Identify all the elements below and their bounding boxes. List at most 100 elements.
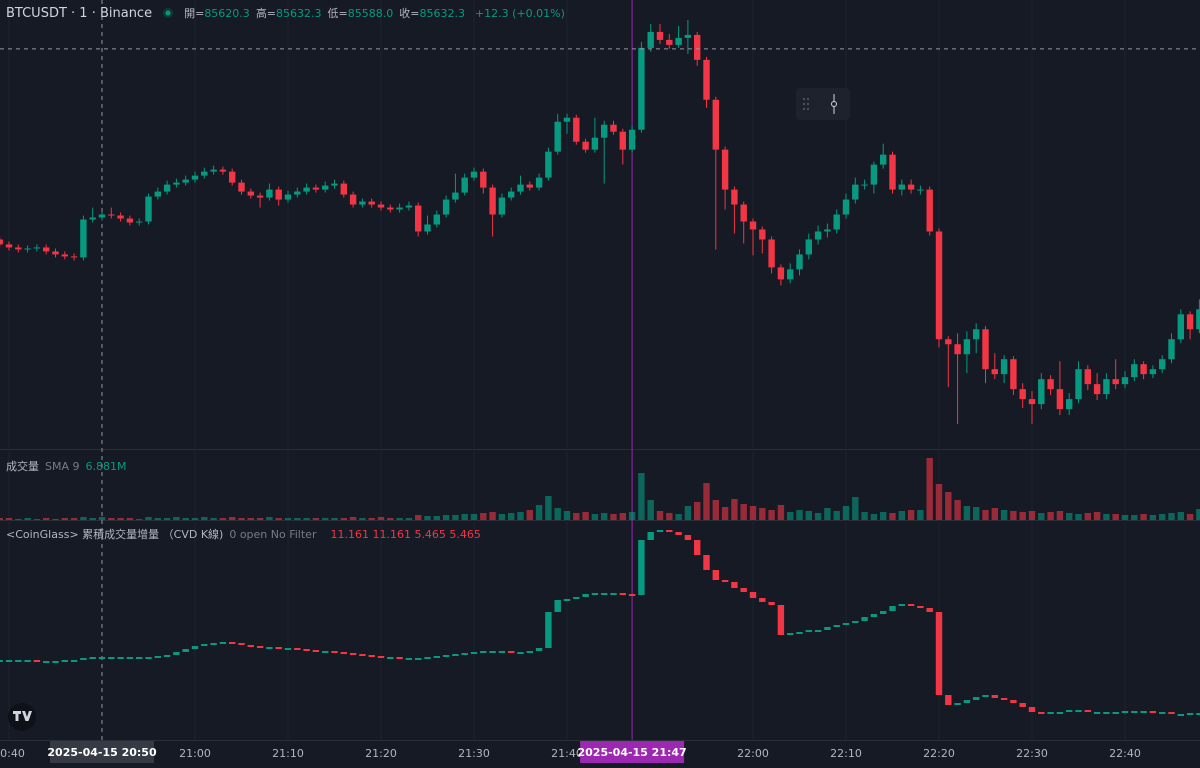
volume-bar [1168,513,1175,520]
cvd-candle [284,648,292,650]
pane-title[interactable]: <CoinGlass> 累積成交量增量 （CVD K線) [6,528,224,541]
candle-body [210,169,217,172]
candle-body [98,214,106,218]
logo[interactable] [8,703,36,731]
symbol[interactable]: BTCUSDT · 1 · Binance [6,5,153,21]
cvd-candle [824,627,831,630]
cvd-candle [126,657,134,659]
candle-body [70,256,78,258]
candle-body [61,254,68,257]
volume-bar [1112,514,1119,520]
cvd-candle [1010,700,1017,703]
volume-bar [787,512,794,520]
cvd-candle [535,648,543,651]
cvd-candle [33,660,41,662]
cvd-candle [1140,711,1147,713]
cvd-candle [563,599,571,601]
candle-body [889,154,896,190]
candle-body [610,124,617,132]
volume-bar [703,483,710,520]
volume-bar [33,519,41,520]
widget[interactable] [796,88,850,120]
cvd-candle [163,655,171,657]
volume-bar [489,512,496,520]
cvd-candle [1075,710,1082,712]
candle-body [1066,399,1073,410]
cvd-candle [889,606,896,611]
candle-body [433,214,440,225]
volume-bar [266,517,273,520]
candle-body [1186,314,1194,330]
candle-body [15,247,22,250]
volume-bar [349,517,357,520]
volume-bar [973,507,980,520]
candle-body [322,185,329,190]
candle-body [340,183,347,195]
volume-bar [638,473,645,520]
cvd-candle [322,651,329,653]
volume-bar [415,515,422,520]
cvd-candle [470,652,478,654]
cvd-candle [842,623,850,625]
cvd-candle [768,602,775,605]
cvd-candle [1159,712,1166,714]
cvd-candle [638,540,645,595]
volume-bar [628,512,636,520]
volume-bar [80,517,87,520]
candle-body [591,137,599,150]
cvd-candle [963,700,971,703]
candle-body [424,224,431,232]
volume-bar [684,506,692,520]
cvd-candle [275,647,282,649]
logo-circle[interactable] [8,703,36,731]
candle-body [470,171,478,178]
cvd-candle [573,597,580,599]
candle-body [852,184,859,200]
candle-body [461,177,468,193]
cvd-candle [238,643,245,645]
candle-body [1112,379,1119,385]
volume-bar [814,513,822,520]
readout-label: 收= [399,7,420,20]
volume-bar [312,518,320,520]
cvd-candle [935,612,943,695]
x-tick-label: 21:10 [272,747,304,760]
cvd-candle [1084,710,1091,712]
volume-bar [721,507,729,520]
volume-bar [1000,510,1008,520]
volume-bar [70,518,78,520]
candle-body [368,201,375,205]
cvd-candle [452,654,459,656]
cvd-candle [526,651,533,653]
volume-bar [1028,511,1036,520]
volume-bar [926,458,933,520]
volume-bar [656,511,664,520]
candle-body [759,229,766,240]
cvd-candle [1168,712,1175,714]
cvd-candle [480,651,487,653]
cvd-candle [656,530,664,532]
candle-body [508,191,515,198]
volume-bar [424,516,431,520]
volume-bar [805,511,812,520]
candle-body [601,124,608,138]
cvd-candle [24,660,31,662]
time-label-box [580,741,685,763]
cvd-candle [787,633,794,635]
x-tick-label: 21:00 [179,747,211,760]
cvd-candle [554,600,561,612]
volume-bar [796,510,803,520]
x-tick-label: 20:40 [0,747,25,760]
volume-bar [377,517,385,520]
floating-toolbar[interactable] [796,88,850,120]
candle-body [684,34,692,38]
candle-body [182,179,189,183]
candle-body [154,191,161,197]
volume-bar [824,508,831,520]
volume-bar [452,515,459,520]
pane-title[interactable]: 成交量 [6,460,39,473]
candle-body [1168,339,1175,360]
candle-body [787,269,794,280]
